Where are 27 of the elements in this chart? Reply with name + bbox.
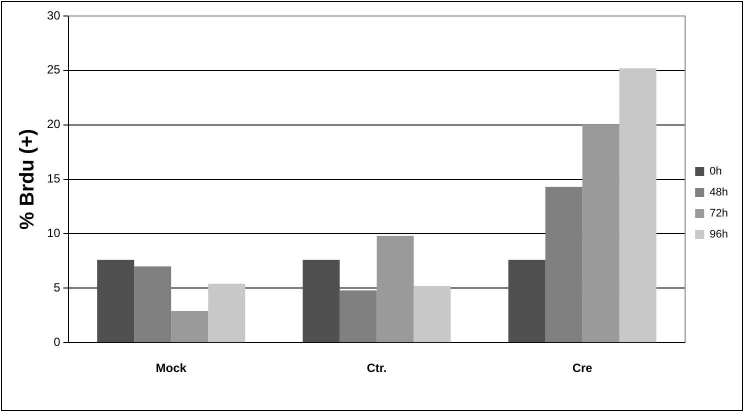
bar	[208, 284, 246, 342]
legend-label: 0h	[710, 166, 722, 178]
y-axis-title: % Brdu (+)	[16, 129, 39, 230]
legend-label: 72h	[710, 208, 728, 220]
bar	[619, 68, 656, 342]
y-tick-label: 20	[46, 117, 61, 132]
bar	[97, 260, 134, 342]
y-tick-label: 10	[46, 226, 61, 240]
y-tick-label: 5	[54, 280, 61, 294]
bar	[508, 260, 546, 342]
bar	[582, 124, 620, 342]
x-tick-label: Cre	[572, 361, 593, 376]
y-tick-label: 0	[54, 334, 61, 349]
legend-label: 48h	[710, 186, 728, 199]
x-tick-label: Ctr.	[366, 361, 387, 376]
bar	[340, 290, 377, 342]
bar	[545, 186, 582, 342]
legend-label: 96h	[710, 228, 728, 241]
bar	[134, 266, 172, 342]
bar	[171, 311, 208, 342]
bar	[414, 286, 451, 342]
y-tick-label: 15	[46, 172, 61, 186]
bar	[302, 260, 340, 342]
y-tick-label: 30	[46, 8, 61, 22]
y-tick-label: 25	[46, 62, 61, 77]
bar	[376, 236, 414, 342]
x-tick-label: Mock	[156, 361, 187, 376]
